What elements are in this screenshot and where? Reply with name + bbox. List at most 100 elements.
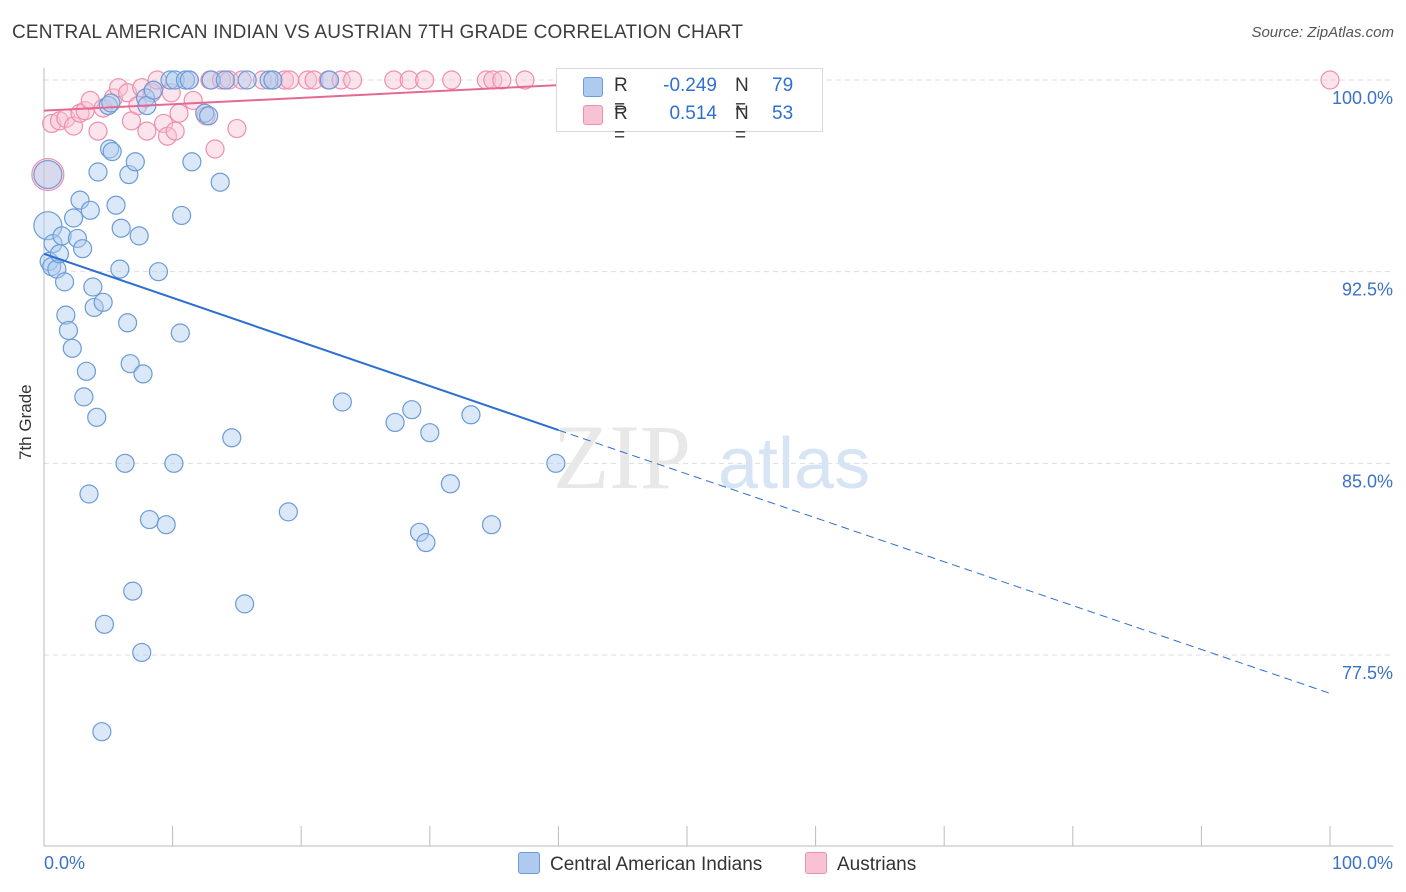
central-american-indians-point	[235, 594, 255, 614]
central-american-indians-point	[115, 453, 135, 473]
central-american-indians-point	[84, 297, 104, 318]
austrians-point	[153, 113, 174, 134]
watermark-zip: ZIP	[553, 406, 691, 508]
central-american-indians-point	[179, 70, 199, 90]
central-american-indians-point	[135, 88, 156, 108]
legend-item-central-american-indians[interactable]: Central American Indians	[518, 852, 762, 876]
central-american-indians-point	[106, 195, 126, 215]
central-american-indians-point	[67, 228, 88, 249]
central-american-indians-point	[123, 581, 143, 601]
watermark-atlas: atlas	[718, 424, 870, 504]
central-american-indians-point	[52, 226, 72, 246]
central-american-indians-point	[263, 70, 283, 90]
austrians-point	[165, 121, 185, 141]
austrians-point	[132, 78, 152, 98]
austrians-point	[304, 70, 324, 90]
austrians-point	[108, 78, 129, 98]
austrians-point	[280, 70, 300, 90]
central-american-indians-point	[199, 106, 219, 126]
central-american-indians-point	[80, 200, 100, 220]
central-american-indians-point	[33, 159, 63, 190]
pink-swatch	[583, 105, 603, 125]
central-american-indians-point	[332, 392, 352, 412]
central-american-indians-point	[139, 509, 160, 530]
central-american-indians-point	[409, 522, 430, 542]
central-american-indians-point	[102, 141, 122, 162]
central-american-indians-point	[148, 262, 169, 282]
legend-item-austrians[interactable]: Austrians	[805, 852, 916, 876]
central-american-indians-point	[201, 70, 221, 90]
austrians-point	[227, 118, 247, 139]
central-american-indians-point	[120, 354, 140, 374]
austrians-point	[298, 70, 318, 90]
central-american-indians-point	[117, 313, 138, 333]
austrians-point	[399, 70, 419, 90]
austrians-point	[1320, 70, 1340, 90]
austrians-point	[515, 70, 535, 90]
n-value: 79	[772, 75, 794, 96]
central-american-indians-points	[33, 70, 566, 742]
central-american-indians-point	[62, 338, 82, 358]
blue-swatch	[518, 852, 540, 874]
central-american-indians-point	[63, 208, 84, 228]
austrians-point	[343, 70, 363, 90]
austrians-point	[232, 70, 252, 90]
central-american-indians-point	[70, 190, 90, 210]
central-american-indians-point	[58, 320, 79, 341]
central-american-indians-point	[165, 70, 185, 90]
x-tick-label: 0.0%	[44, 853, 85, 873]
central-american-indians-point	[420, 423, 440, 443]
central-american-indians-point	[215, 70, 235, 90]
central-american-indians-point	[99, 139, 120, 159]
central-american-indians-point	[156, 515, 176, 535]
central-american-indians-point	[33, 211, 63, 241]
central-american-indians-point	[56, 305, 76, 325]
central-american-indians-point	[385, 412, 405, 433]
watermark: ZIP atlas	[553, 406, 870, 508]
austrians-point	[384, 70, 404, 90]
central-american-indians-point	[481, 515, 502, 535]
central-american-indians-point	[94, 614, 115, 634]
central-american-indians-point	[79, 484, 99, 504]
central-american-indians-point	[72, 239, 93, 259]
central-american-indians-point	[93, 292, 113, 312]
central-american-indians-point	[98, 95, 118, 116]
central-american-indians-point	[76, 361, 97, 381]
gridlines	[44, 79, 1393, 656]
r-label: R =	[614, 75, 628, 118]
central-american-indians-point	[278, 502, 298, 522]
austrians-point	[331, 70, 351, 90]
y-tick-label: 100.0%	[1332, 88, 1393, 108]
blue-trend-line	[43, 252, 559, 432]
central-american-indians-point	[143, 80, 163, 100]
central-american-indians-point	[111, 218, 131, 238]
central-american-indians-point	[83, 277, 103, 297]
r-value: -0.249	[663, 75, 717, 96]
central-american-indians-point	[101, 93, 121, 113]
central-american-indians-point	[133, 364, 153, 384]
axes	[43, 68, 1393, 847]
austrians-point	[274, 70, 295, 90]
austrians-point	[169, 103, 189, 123]
r-value: 0.514	[669, 103, 717, 124]
y-tick-label: 85.0%	[1342, 471, 1393, 491]
central-american-indians-point	[87, 407, 107, 427]
chart-title: CENTRAL AMERICAN INDIAN VS AUSTRIAN 7TH …	[12, 22, 744, 43]
n-value: 53	[772, 103, 794, 124]
central-american-indians-point	[222, 428, 242, 448]
blue-swatch	[583, 77, 603, 97]
blue-trend-extension	[558, 429, 1331, 694]
pink-swatch	[805, 852, 827, 874]
y-tick-label: 77.5%	[1342, 663, 1393, 683]
central-american-indians-point	[172, 205, 192, 226]
central-american-indians-point	[125, 152, 145, 172]
legend-label: Central American Indians	[550, 854, 763, 875]
austrians-point	[205, 139, 225, 159]
austrians-point	[415, 70, 435, 90]
y-tick-label: 92.5%	[1342, 280, 1393, 300]
legend-label: Austrians	[837, 854, 917, 875]
central-american-indians-point	[110, 259, 130, 279]
n-label: N =	[735, 103, 749, 146]
austrians-point	[137, 121, 157, 141]
central-american-indians-point	[164, 453, 184, 473]
